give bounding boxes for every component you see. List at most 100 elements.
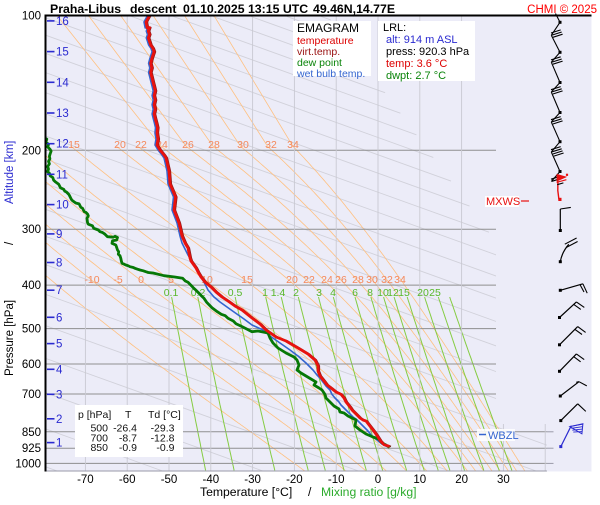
svg-text:1: 1: [262, 287, 268, 299]
svg-text:10: 10: [201, 274, 213, 286]
svg-text:20: 20: [455, 474, 468, 486]
svg-text:28: 28: [352, 274, 364, 286]
svg-text:-0.9: -0.9: [119, 442, 137, 454]
svg-text:0: 0: [375, 474, 381, 486]
svg-text:temperature: temperature: [297, 35, 354, 47]
svg-text:p [hPa]TTd [°C]: p [hPa] T Td [°C]: [78, 409, 181, 421]
svg-text:dwpt: 2.7 °C: dwpt: 2.7 °C: [386, 70, 446, 82]
svg-text:CHMI © 2025: CHMI © 2025: [527, 4, 597, 16]
svg-text:virt.temp.: virt.temp.: [297, 46, 340, 58]
svg-text:20: 20: [114, 139, 126, 151]
svg-text:1000: 1000: [15, 458, 41, 470]
svg-text:20: 20: [417, 287, 429, 299]
svg-text:9: 9: [56, 229, 62, 241]
svg-text:500: 500: [90, 423, 108, 435]
svg-text:20: 20: [286, 274, 298, 286]
svg-text:temp: 3.6 °C: temp: 3.6 °C: [386, 58, 447, 70]
svg-text:10: 10: [377, 287, 389, 299]
svg-text:28: 28: [208, 139, 220, 151]
svg-text:-20: -20: [286, 474, 303, 486]
svg-text:-40: -40: [202, 474, 219, 486]
svg-text:alt: 914 m ASL: alt: 914 m ASL: [386, 34, 458, 46]
svg-text:13: 13: [56, 108, 69, 120]
svg-text:LRL:: LRL:: [383, 22, 406, 34]
svg-text:15: 15: [68, 139, 80, 151]
svg-text:700: 700: [90, 433, 108, 445]
svg-text:15: 15: [241, 274, 253, 286]
svg-text:7: 7: [56, 285, 62, 297]
svg-text:200: 200: [22, 145, 41, 157]
svg-text:22: 22: [303, 274, 315, 286]
svg-text:34: 34: [394, 274, 406, 286]
svg-text:-60: -60: [119, 474, 136, 486]
svg-text:EMAGRAM: EMAGRAM: [297, 21, 359, 35]
svg-text:14: 14: [56, 77, 69, 89]
svg-text:10: 10: [413, 474, 426, 486]
svg-text:1.4: 1.4: [271, 287, 286, 299]
svg-text:6: 6: [352, 287, 358, 299]
svg-text:11: 11: [56, 169, 68, 181]
svg-text:6: 6: [56, 312, 62, 324]
svg-text:925: 925: [22, 443, 41, 455]
svg-text:-10: -10: [84, 274, 99, 286]
svg-text:12: 12: [56, 139, 69, 151]
svg-text:26: 26: [182, 139, 194, 151]
svg-text:15: 15: [56, 47, 69, 59]
svg-text:3: 3: [316, 287, 322, 299]
svg-text:30: 30: [366, 274, 378, 286]
svg-text:15: 15: [398, 287, 410, 299]
svg-text:850: 850: [90, 442, 108, 454]
svg-text:16: 16: [56, 16, 69, 28]
svg-text:24: 24: [321, 274, 333, 286]
svg-text:-30: -30: [244, 474, 261, 486]
svg-text:/: /: [4, 241, 16, 245]
svg-text:25: 25: [429, 287, 441, 299]
svg-text:-8.7: -8.7: [119, 433, 137, 445]
svg-text:-10: -10: [328, 474, 345, 486]
svg-text:-29.3: -29.3: [151, 423, 175, 435]
svg-text:30: 30: [237, 139, 249, 151]
svg-text:4: 4: [56, 364, 63, 376]
svg-text:wet bulb temp.: wet bulb temp.: [296, 68, 365, 80]
svg-text:dew point: dew point: [297, 57, 342, 69]
svg-text:Temperature [°C]/Mixing ratio: Temperature [°C] / Mixing ratio [g/kg]: [200, 485, 417, 499]
svg-text:MXWS: MXWS: [486, 196, 520, 208]
svg-text:-12.8: -12.8: [151, 433, 175, 445]
svg-text:Pressure [hPa]: Pressure [hPa]: [4, 300, 16, 376]
svg-text:8: 8: [367, 287, 373, 299]
svg-text:0.5: 0.5: [228, 287, 243, 299]
svg-text:0.1: 0.1: [164, 287, 179, 299]
svg-text:600: 600: [22, 359, 41, 371]
svg-text:500: 500: [22, 324, 41, 336]
svg-text:-0.9: -0.9: [156, 442, 174, 454]
svg-text:-5: -5: [113, 274, 122, 286]
svg-text:1: 1: [56, 438, 62, 450]
svg-text:30: 30: [497, 474, 510, 486]
svg-text:12: 12: [387, 287, 399, 299]
svg-text:22: 22: [135, 139, 147, 151]
svg-text:400: 400: [22, 280, 41, 292]
svg-text:4: 4: [330, 287, 336, 299]
svg-text:24: 24: [156, 139, 168, 151]
svg-text:-70: -70: [77, 474, 94, 486]
svg-text:2: 2: [56, 414, 62, 426]
svg-text:300: 300: [22, 224, 41, 236]
svg-text:8: 8: [56, 258, 62, 270]
svg-text:34: 34: [287, 139, 299, 151]
svg-text:WBZL: WBZL: [488, 430, 519, 442]
svg-text:press: 920.3 hPa: press: 920.3 hPa: [386, 46, 470, 58]
svg-text:26: 26: [335, 274, 347, 286]
svg-text:850: 850: [22, 427, 41, 439]
svg-text:2: 2: [293, 287, 299, 299]
svg-text:10: 10: [56, 200, 69, 212]
svg-text:5: 5: [56, 339, 62, 351]
svg-text:700: 700: [22, 389, 41, 401]
svg-text:100: 100: [22, 10, 41, 22]
svg-text:32: 32: [265, 139, 277, 151]
svg-text:5: 5: [168, 274, 174, 286]
svg-text:0: 0: [138, 274, 144, 286]
svg-text:Altitude [km]: Altitude [km]: [4, 141, 16, 204]
svg-text:-50: -50: [161, 474, 178, 486]
svg-text:32: 32: [381, 274, 393, 286]
